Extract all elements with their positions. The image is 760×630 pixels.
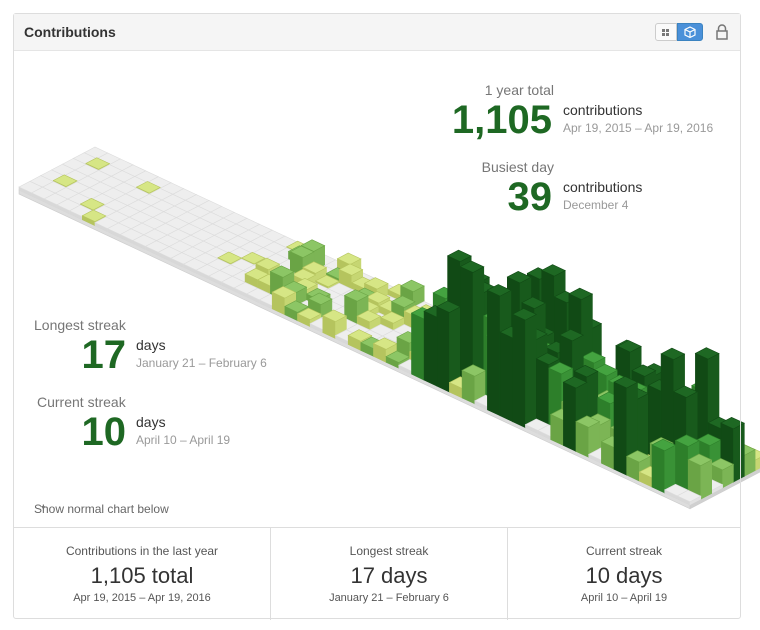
cell-top [673, 385, 698, 398]
longest-streak-range: January 21 – February 6 [136, 356, 267, 370]
cell-top [568, 287, 594, 301]
cell-top [694, 347, 720, 360]
cell-top [240, 251, 266, 265]
cell-top [307, 292, 333, 306]
cell-top [356, 310, 382, 323]
longest-streak-label: Longest streak [34, 317, 126, 333]
lock-icon[interactable] [714, 23, 730, 41]
cell-top [390, 295, 416, 308]
footer-column: Longest streak 17 days January 21 – Febr… [271, 528, 508, 620]
toggle-text[interactable]: Show normal chart below [34, 502, 169, 516]
cell-top [580, 351, 606, 364]
cell-top [338, 263, 364, 276]
cell-top [347, 329, 373, 342]
cell-top [506, 270, 532, 284]
footer-value: 1,105 total [90, 563, 194, 588]
cell-top [541, 264, 566, 277]
current-streak-label: Current streak [37, 394, 126, 410]
grid-view-button[interactable] [655, 23, 677, 41]
cell-top [363, 277, 389, 290]
cell-top [512, 308, 537, 321]
longest-streak-count: 17 [81, 333, 127, 377]
current-streak-count: 10 [81, 410, 127, 454]
cell-top [575, 415, 601, 428]
cell-top [343, 289, 369, 302]
cell-top [660, 347, 686, 361]
stats-footer: Contributions in the last year 1,105 tot… [14, 527, 740, 620]
cell-top [81, 209, 107, 222]
cell-top [676, 489, 702, 503]
footer-column: Contributions in the last year 1,105 tot… [14, 528, 271, 620]
panel-title: Contributions [24, 24, 116, 40]
cell-top [709, 458, 735, 471]
year-total-count: 1,105 [451, 98, 552, 142]
cell-top [486, 284, 512, 297]
footer-column: Current streak 10 days April 10 – April … [508, 528, 740, 620]
cell-top [559, 328, 584, 342]
footer-value: 17 days [350, 563, 428, 588]
busiest-day-label: Busiest day [481, 159, 554, 175]
cell-top [548, 362, 574, 375]
busiest-day-count: 39 [507, 175, 553, 219]
panel-header: Contributions [14, 14, 740, 51]
cell-top [79, 197, 105, 211]
cell-top [135, 181, 161, 194]
cell-top [674, 434, 700, 447]
cell-top [365, 291, 391, 304]
cell-top [300, 239, 326, 252]
cell-top [296, 307, 322, 321]
cell-top [400, 279, 425, 293]
year-total-range: Apr 19, 2015 – Apr 19, 2016 [563, 121, 714, 135]
cell-top [521, 296, 546, 310]
footer-range: January 21 – February 6 [329, 592, 449, 604]
cell-top [446, 249, 472, 263]
show-normal-chart-link[interactable]: Show normal chart below [34, 502, 169, 516]
cell-top [85, 157, 111, 170]
cell-top [336, 252, 362, 265]
iso-view-button[interactable] [677, 23, 703, 41]
footer-label: Current streak [585, 544, 663, 558]
busiest-day-unit: contributions [563, 179, 643, 195]
cell-top [687, 453, 713, 467]
cell-top [289, 245, 315, 258]
cell-top [291, 268, 317, 282]
footer-range: April 10 – April 19 [580, 592, 668, 604]
cell-top [573, 364, 599, 378]
footer-label: Contributions in the last year [65, 544, 219, 558]
footer-label: Longest streak [349, 544, 429, 558]
year-total-label: 1 year total [484, 82, 554, 98]
current-streak-range: April 10 – April 19 [136, 433, 231, 447]
cell-top [562, 376, 588, 389]
cell-top [271, 286, 297, 299]
cell-top [720, 416, 745, 430]
footer-value: 10 days [585, 563, 663, 588]
year-total-unit: contributions [563, 102, 643, 118]
cell-top [617, 340, 642, 353]
cell-top [322, 309, 348, 322]
footer-range: Apr 19, 2015 – Apr 19, 2016 [73, 592, 211, 604]
cell-top [631, 364, 657, 377]
cell-top [255, 257, 281, 271]
longest-streak-unit: days [136, 337, 166, 353]
cell-top [459, 260, 485, 273]
busiest-day-date: December 4 [563, 198, 629, 212]
cell-top [302, 261, 328, 274]
cell-top [52, 174, 78, 187]
current-streak-unit: days [136, 414, 166, 430]
contributions-panel: Contributions 1 year total 1,105 contrib… [13, 13, 741, 620]
cell-top [269, 265, 295, 278]
cell-top [613, 376, 639, 389]
